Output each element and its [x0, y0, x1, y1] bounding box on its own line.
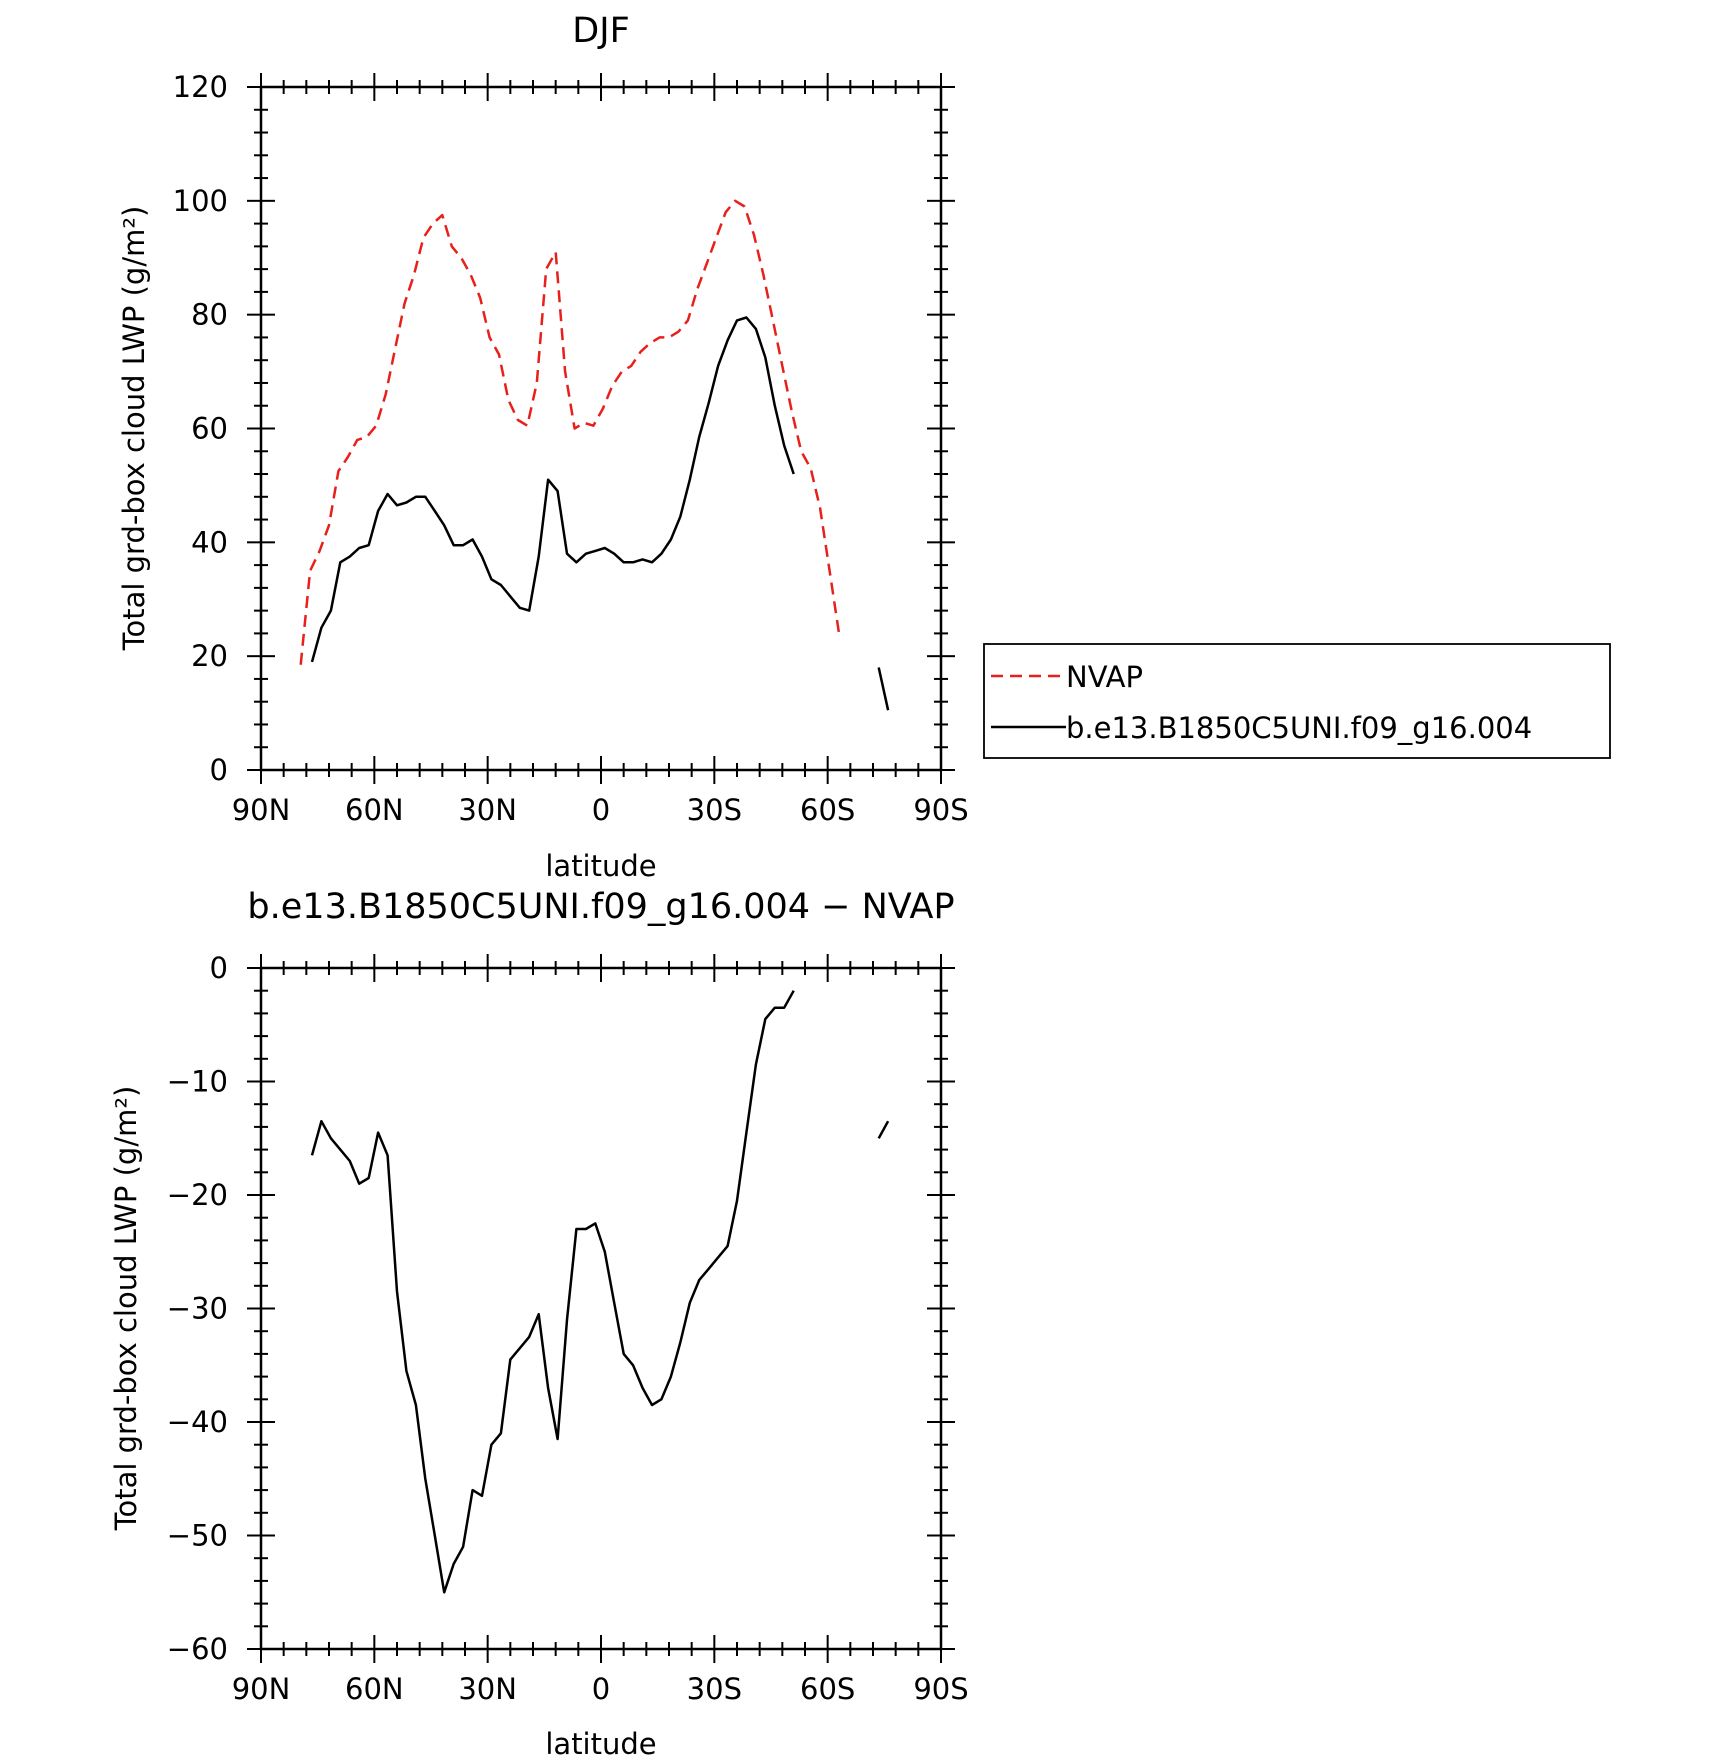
top-x-tick-label: 60N — [345, 793, 404, 827]
bottom-chart-title: b.e13.B1850C5UNI.f09_g16.004 − NVAP — [247, 887, 954, 927]
bottom-y-tick-label: −60 — [167, 1632, 228, 1666]
top-y-tick-label: 120 — [173, 70, 228, 104]
bottom-x-tick-label: 90N — [232, 1672, 291, 1706]
bottom-y-tick-label: −40 — [167, 1405, 228, 1439]
top-y-tick-label: 100 — [173, 184, 228, 218]
bottom-y-tick-label: −10 — [167, 1065, 228, 1099]
legend-nvap-label: NVAP — [1066, 660, 1143, 694]
top-series-nvap-line — [299, 199, 841, 665]
bottom-y-tick-label: −50 — [167, 1519, 228, 1553]
legend-box — [983, 643, 1611, 759]
legend-model-label: b.e13.B1850C5UNI.f09_g16.004 — [1066, 711, 1532, 745]
top-x-tick-label: 90N — [232, 793, 291, 827]
top-y-tick-label: 0 — [210, 753, 228, 787]
bottom-series-lines — [310, 990, 890, 1594]
bottom-y-tick-label: −20 — [167, 1178, 228, 1212]
top-tick-marks — [247, 73, 955, 784]
top-y-tick-labels: 0 20 40 60 80 100 120 — [173, 70, 228, 787]
bottom-x-tick-label: 0 — [592, 1672, 610, 1706]
top-y-tick-label: 20 — [191, 639, 228, 673]
bottom-y-tick-label: −30 — [167, 1292, 228, 1326]
bottom-x-tick-label: 90S — [913, 1672, 968, 1706]
bottom-y-tick-label: 0 — [210, 951, 228, 985]
top-y-axis-label: Total grd-box cloud LWP (g/m²) — [117, 206, 151, 652]
bottom-panel: b.e13.B1850C5UNI.f09_g16.004 − NVAP 90N 6… — [109, 887, 969, 1756]
bottom-x-tick-label: 30N — [458, 1672, 517, 1706]
legend: NVAP b.e13.B1850C5UNI.f09_g16.004 — [983, 643, 1611, 759]
top-x-tick-labels: 90N 60N 30N 0 30S 60S 90S — [232, 793, 969, 827]
bottom-x-axis-label: latitude — [545, 1727, 656, 1756]
top-x-tick-label: 90S — [913, 793, 968, 827]
top-series-b-e13-b1850c5uni-f09-g16-004-line — [310, 316, 795, 663]
top-x-tick-label: 0 — [592, 793, 610, 827]
bottom-y-axis-label: Total grd-box cloud LWP (g/m²) — [109, 1086, 143, 1532]
bottom-tick-marks — [247, 954, 955, 1663]
top-panel: DJF 90N 60N 30N 0 30S 60S 90S 020406080100120 … — [117, 11, 1611, 883]
top-y-tick-label: 80 — [191, 298, 228, 332]
top-x-tick-label: 30S — [687, 793, 742, 827]
top-series-lines — [299, 199, 890, 711]
bottom-series-difference-line — [877, 1120, 890, 1139]
top-x-axis-label: latitude — [545, 849, 656, 883]
top-plot-area — [247, 73, 955, 784]
bottom-plot-frame — [259, 966, 943, 1651]
top-chart-title: DJF — [572, 11, 629, 51]
bottom-x-tick-label: 60S — [800, 1672, 855, 1706]
top-plot-frame — [259, 85, 943, 772]
top-x-tick-label: 60S — [800, 793, 855, 827]
top-y-tick-label: 40 — [191, 525, 228, 559]
bottom-x-tick-label: 60N — [345, 1672, 404, 1706]
bottom-y-tick-labels: −60 −50 −40 −30 −20 −10 0 — [167, 951, 228, 1666]
top-series-b-e13-b1850c5uni-f09-g16-004-line — [877, 667, 890, 711]
top-y-tick-label: 60 — [191, 412, 228, 446]
top-x-tick-label: 30N — [458, 793, 517, 827]
bottom-x-tick-labels: 90N 60N 30N 0 30S 60S 90S — [232, 1672, 969, 1706]
bottom-plot-area — [247, 954, 955, 1663]
bottom-x-tick-label: 30S — [687, 1672, 742, 1706]
bottom-series-difference-line — [310, 990, 795, 1594]
